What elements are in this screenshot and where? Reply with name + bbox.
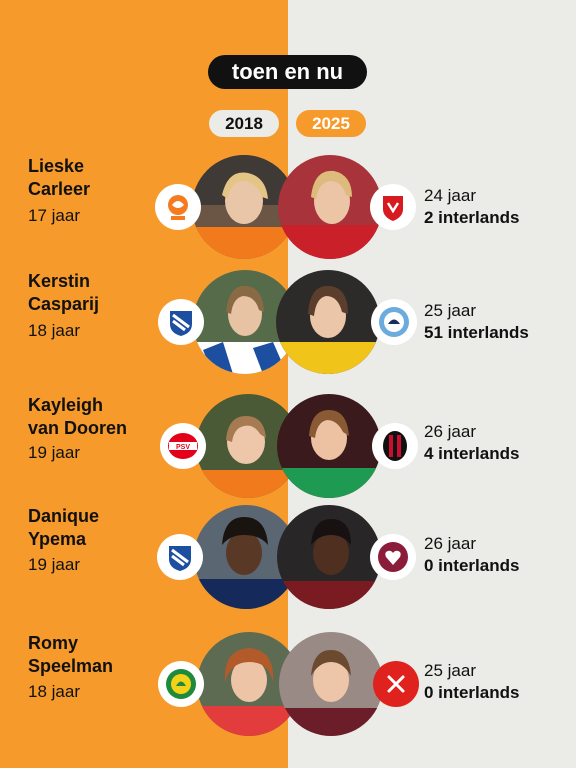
ado-den-haag-icon bbox=[158, 661, 204, 707]
player-caps-2025: 2 interlands bbox=[424, 208, 520, 227]
player-age-2025: 25 jaar bbox=[424, 301, 476, 320]
player-age-2018: 18 jaar bbox=[28, 321, 80, 340]
player-name: Lieske Carleer bbox=[28, 156, 91, 199]
player-stats-2025: 24 jaar 2 interlands bbox=[424, 185, 519, 229]
player-age-2018: 17 jaar bbox=[28, 206, 80, 225]
player-name: Kerstin Casparij bbox=[28, 271, 100, 314]
player-row-casparij: Kerstin Casparij 18 jaar bbox=[0, 270, 576, 380]
year-badge-2018: 2018 bbox=[209, 110, 279, 137]
manchester-city-icon bbox=[371, 299, 417, 345]
fc-twente-icon bbox=[370, 184, 416, 230]
player-age-2018: 18 jaar bbox=[28, 682, 80, 701]
player-caps-2025: 0 interlands bbox=[424, 556, 520, 575]
player-photo-2025 bbox=[277, 394, 381, 498]
psv-icon: PSV bbox=[160, 423, 206, 469]
player-caps-2025: 0 interlands bbox=[424, 683, 520, 702]
player-age-2025: 24 jaar bbox=[424, 186, 476, 205]
player-photo-2025 bbox=[279, 632, 383, 736]
year-badge-2025: 2025 bbox=[296, 110, 366, 137]
player-caps-2025: 4 interlands bbox=[424, 444, 520, 463]
player-row-ypema: Danique Ypema 19 jaar 26 jaar bbox=[0, 505, 576, 615]
knvb-lion-icon bbox=[155, 184, 201, 230]
player-stats-2025: 26 jaar 4 interlands bbox=[424, 421, 519, 465]
player-row-speelman: Romy Speelman 18 jaar 25 jaar bbox=[0, 632, 576, 742]
page-title: toen en nu bbox=[208, 55, 367, 89]
player-age-2025: 26 jaar bbox=[424, 422, 476, 441]
player-name: Danique Ypema bbox=[28, 506, 100, 549]
heerenveen-icon bbox=[158, 299, 204, 345]
player-photo-2025 bbox=[277, 505, 381, 609]
player-stats-2025: 25 jaar 51 interlands bbox=[424, 300, 529, 344]
player-name: Romy Speelman bbox=[28, 633, 114, 676]
hearts-icon bbox=[370, 534, 416, 580]
player-age-2025: 26 jaar bbox=[424, 534, 476, 553]
heerenveen-icon bbox=[157, 534, 203, 580]
player-caps-2025: 51 interlands bbox=[424, 323, 529, 342]
player-name: Kayleigh van Dooren bbox=[28, 395, 128, 438]
player-stats-2025: 25 jaar 0 interlands bbox=[424, 660, 519, 704]
player-row-carleer: Lieske Carleer 17 jaar bbox=[0, 155, 576, 265]
player-photo-2025 bbox=[278, 155, 382, 259]
player-age-2018: 19 jaar bbox=[28, 555, 80, 574]
svg-text:PSV: PSV bbox=[176, 444, 190, 451]
ac-milan-icon bbox=[372, 423, 418, 469]
player-age-2025: 25 jaar bbox=[424, 661, 476, 680]
player-row-van-dooren: Kayleigh van Dooren 19 jaar PSV bbox=[0, 394, 576, 504]
close-x-icon bbox=[373, 661, 419, 707]
player-age-2018: 19 jaar bbox=[28, 443, 80, 462]
player-stats-2025: 26 jaar 0 interlands bbox=[424, 533, 519, 577]
player-photo-2025 bbox=[276, 270, 380, 374]
